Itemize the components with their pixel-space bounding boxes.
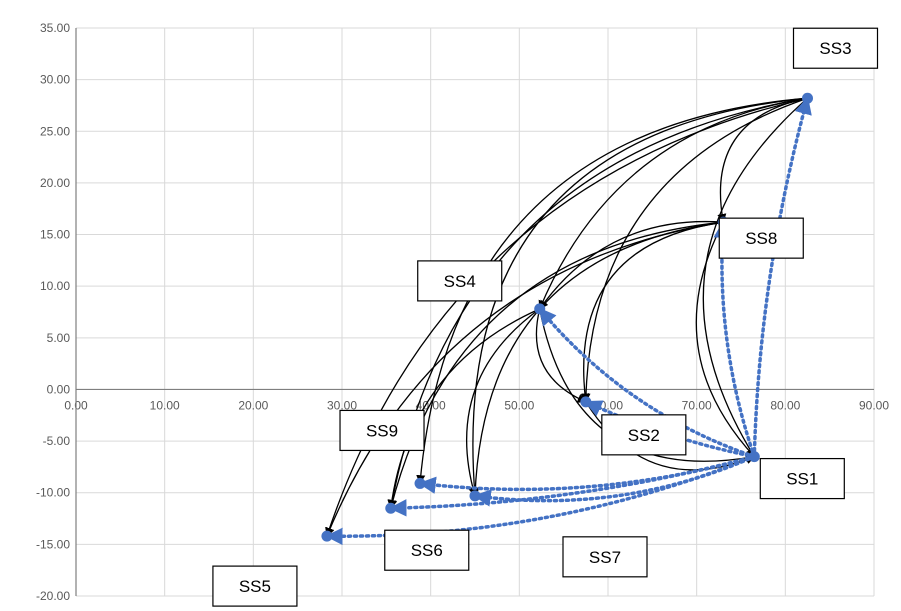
y-tick-label: -10.00	[36, 486, 70, 500]
state-point-ss9	[414, 477, 426, 489]
state-label-ss2: SS2	[628, 426, 660, 445]
dotted-transition-curve	[537, 307, 757, 459]
dotted-transition-curve	[389, 454, 757, 517]
blue-dotted-transition-curves	[325, 96, 812, 546]
state-label-ss5: SS5	[239, 577, 271, 596]
transition-curve	[469, 97, 808, 497]
axes: 0.00 10.00 20.00 30.00 40.00 50.00 60.00 70.00 8…	[36, 21, 889, 603]
y-tick-label: 30.00	[40, 73, 70, 87]
x-tick-label: 90.00	[859, 398, 889, 412]
x-tick-label: 30.00	[327, 398, 357, 412]
transition-curve	[695, 221, 755, 458]
transition-curve	[465, 308, 541, 497]
x-tick-label: 50.00	[504, 398, 534, 412]
transition-curve	[387, 308, 540, 510]
x-tick-label: 20.00	[238, 398, 268, 412]
y-tick-label: -5.00	[43, 434, 71, 448]
state-label-ss3: SS3	[819, 39, 851, 58]
y-tick-label: 15.00	[40, 228, 70, 242]
state-point-ss3	[802, 92, 813, 104]
state-point-ss2	[580, 396, 592, 408]
state-label-box-ss3	[792, 27, 879, 69]
y-tick-label: 25.00	[40, 124, 70, 138]
state-label-box-ss8	[718, 217, 804, 259]
y-tick-label: 10.00	[40, 279, 70, 293]
dotted-transition-curve	[752, 96, 812, 459]
x-tick-label: 10.00	[150, 398, 180, 412]
y-tick-label: 20.00	[40, 176, 70, 190]
y-tick-label: -15.00	[36, 537, 70, 551]
state-label-box-ss5	[212, 565, 298, 607]
state-label-ss9: SS9	[366, 421, 398, 440]
black-transition-curves	[325, 97, 808, 537]
y-tick-label: 35.00	[40, 21, 70, 35]
state-label-ss7: SS7	[589, 548, 621, 567]
state-point-ss1	[748, 451, 760, 463]
state-labels: SS1 SS2 SS3 SS4 SS5 SS6 SS7 SS8 SS9	[212, 27, 879, 607]
y-tick-label: -20.00	[36, 589, 70, 603]
x-tick-label: 80.00	[770, 398, 800, 412]
transition-curve	[538, 97, 808, 310]
x-tick-label: 60.00	[593, 398, 623, 412]
y-tick-label: 0.00	[47, 382, 71, 396]
state-label-box-ss9	[339, 409, 425, 452]
x-tick-label: 70.00	[682, 398, 712, 412]
state-point-ss4	[534, 303, 546, 315]
transition-curve	[717, 97, 808, 224]
state-label-box-ss1	[759, 457, 845, 500]
transition-curve	[539, 220, 724, 310]
state-label-box-ss6	[384, 529, 470, 571]
state-point-ss6	[385, 502, 397, 514]
state-point-ss7	[469, 490, 481, 502]
state-label-box-ss4	[417, 260, 503, 302]
transition-curve	[702, 97, 808, 458]
state-point-ss5	[321, 530, 333, 542]
state-label-ss8: SS8	[745, 229, 777, 248]
state-label-box-ss2	[601, 414, 687, 456]
transition-curve	[580, 221, 724, 403]
state-label-ss4: SS4	[444, 272, 476, 291]
state-label-ss6: SS6	[411, 541, 443, 560]
dotted-transition-curve	[713, 220, 757, 459]
state-label-ss1: SS1	[786, 470, 818, 489]
state-label-box-ss7	[562, 536, 648, 578]
y-tick-label: 5.00	[47, 331, 71, 345]
